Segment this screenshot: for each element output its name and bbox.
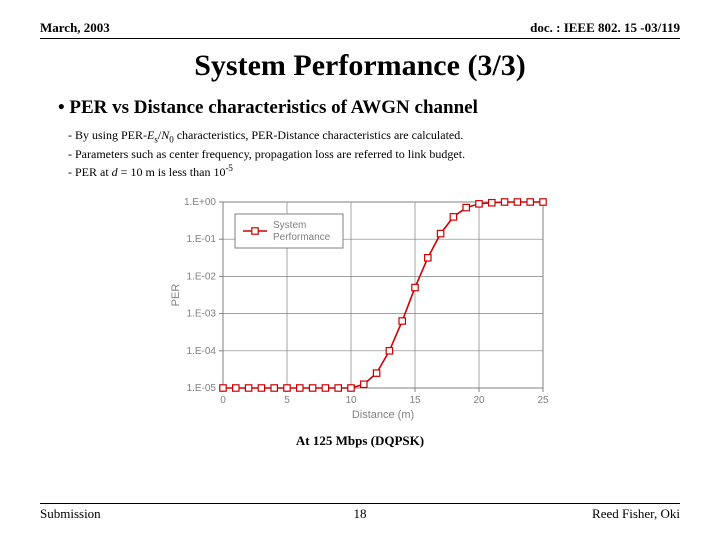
header-date: March, 2003 <box>40 20 110 36</box>
svg-text:Performance: Performance <box>273 232 331 243</box>
svg-text:25: 25 <box>537 395 549 406</box>
per-distance-chart: 0 5 10 15 20 25 1.E+00 1.E-01 1.E-02 1.E-03 1.E-04… <box>165 192 555 427</box>
sub-bullet-3: PER at d = 10 m is less than 10-5 <box>68 162 680 180</box>
slide-header: March, 2003 doc. : IEEE 802. 15 -03/119 <box>40 20 680 39</box>
svg-text:1.E-05: 1.E-05 <box>187 383 217 394</box>
svg-text:5: 5 <box>284 395 290 406</box>
svg-text:1.E-04: 1.E-04 <box>187 346 217 357</box>
page-title: System Performance (3/3) <box>40 49 680 83</box>
svg-text:Distance (m): Distance (m) <box>352 409 414 421</box>
header-doc-id: doc. : IEEE 802. 15 -03/119 <box>530 20 680 36</box>
svg-text:PER: PER <box>170 284 182 307</box>
svg-text:1.E+00: 1.E+00 <box>184 197 216 208</box>
footer-right: Reed Fisher, Oki <box>592 506 680 522</box>
svg-text:15: 15 <box>409 395 421 406</box>
svg-text:20: 20 <box>473 395 485 406</box>
svg-text:System: System <box>273 220 306 231</box>
svg-text:1.E-02: 1.E-02 <box>187 271 217 282</box>
main-bullet: PER vs Distance characteristics of AWGN … <box>58 97 680 119</box>
chart-caption: At 125 Mbps (DQPSK) <box>40 433 680 449</box>
sub-bullet-2: Parameters such as center frequency, pro… <box>68 146 680 162</box>
footer-left: Submission <box>40 506 101 522</box>
chart-svg: 0 5 10 15 20 25 1.E+00 1.E-01 1.E-02 1.E-03 1.E-04… <box>165 192 555 422</box>
svg-text:10: 10 <box>345 395 357 406</box>
svg-text:1.E-03: 1.E-03 <box>187 309 217 320</box>
sub-bullets: By using PER-Es/N0 characteristics, PER-… <box>68 127 680 180</box>
sub-bullet-1: By using PER-Es/N0 characteristics, PER-… <box>68 127 680 146</box>
slide-footer: Submission 18 Reed Fisher, Oki <box>40 503 680 522</box>
svg-text:1.E-01: 1.E-01 <box>187 234 217 245</box>
footer-page: 18 <box>354 506 367 522</box>
svg-text:0: 0 <box>220 395 226 406</box>
